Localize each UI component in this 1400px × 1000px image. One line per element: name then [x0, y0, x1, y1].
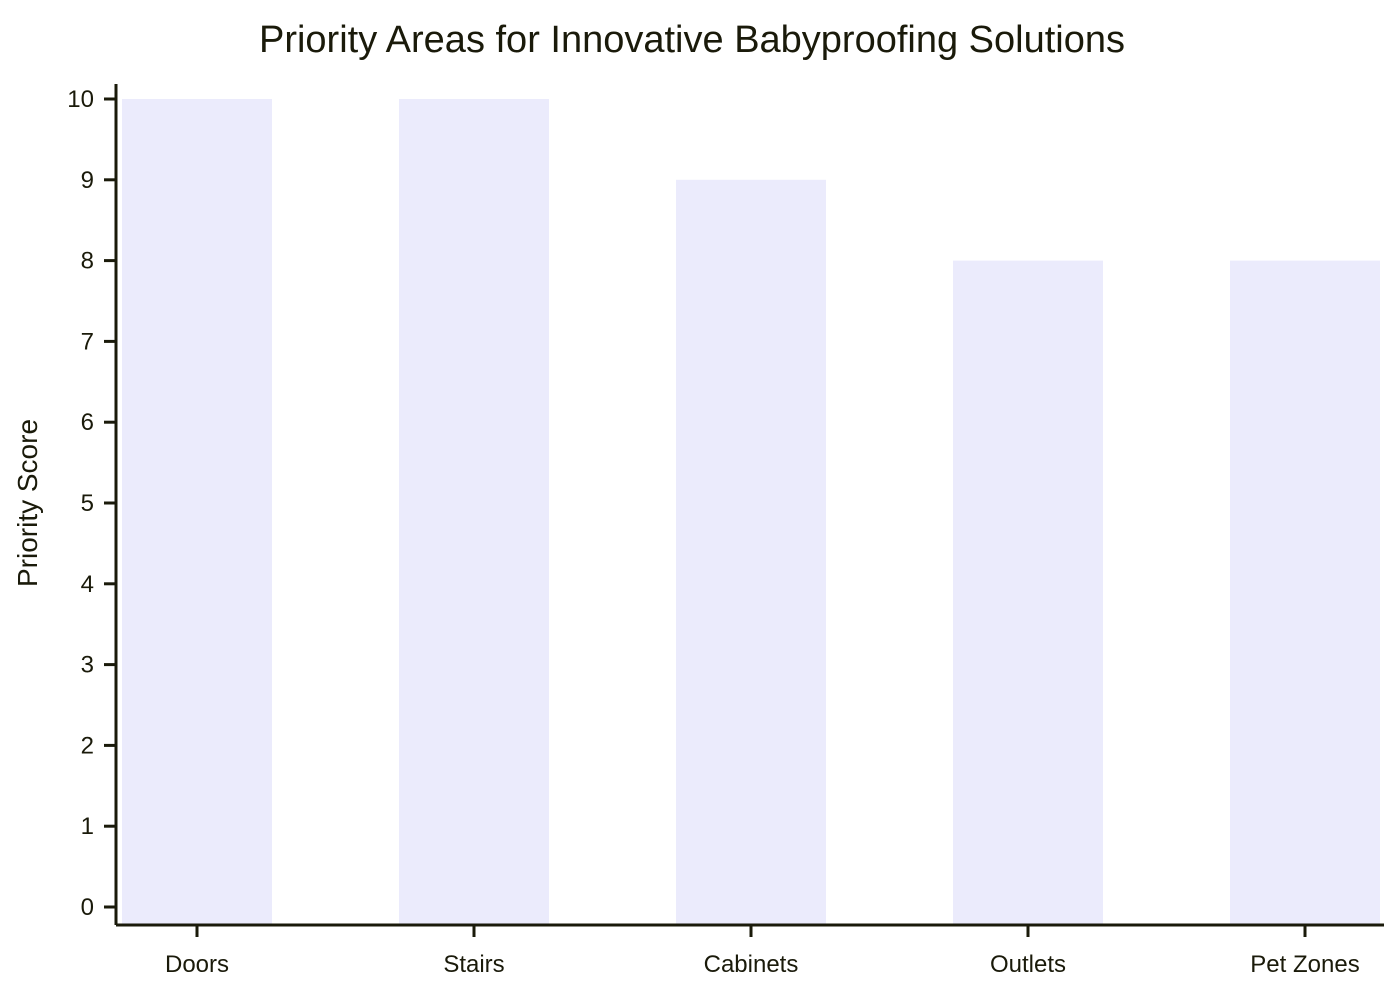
x-axis-ticks: Doors Stairs Cabinets Outlets Pet Zones — [165, 925, 1360, 978]
y-tick-label: 7 — [81, 328, 94, 355]
y-tick-label: 5 — [81, 490, 94, 517]
chart-title: Priority Areas for Innovative Babyproofi… — [259, 19, 1125, 61]
y-tick-label: 6 — [81, 409, 94, 436]
y-tick-label: 10 — [67, 86, 94, 113]
bar-doors — [122, 99, 272, 925]
bar-stairs — [399, 99, 549, 925]
x-tick-label: Pet Zones — [1250, 951, 1359, 978]
y-tick-label: 1 — [81, 813, 94, 840]
bar-cabinets — [676, 179, 826, 926]
x-tick-label: Doors — [165, 951, 229, 978]
y-tick-label: 2 — [81, 732, 94, 759]
bar-outlets — [953, 260, 1103, 926]
y-tick-label: 8 — [81, 248, 94, 275]
y-tick-label: 0 — [81, 894, 94, 921]
x-tick-label: Stairs — [443, 951, 504, 978]
y-tick-label: 9 — [81, 167, 94, 194]
bars-layer — [122, 99, 1380, 926]
y-axis-ticks: 0 1 2 3 4 5 6 7 8 9 10 — [67, 86, 116, 921]
y-tick-label: 3 — [81, 652, 94, 679]
x-tick-label: Cabinets — [704, 951, 799, 978]
y-tick-label: 4 — [81, 571, 94, 598]
bar-pet-zones — [1230, 260, 1380, 926]
x-tick-label: Outlets — [990, 951, 1066, 978]
y-axis-label: Priority Score — [12, 419, 43, 587]
